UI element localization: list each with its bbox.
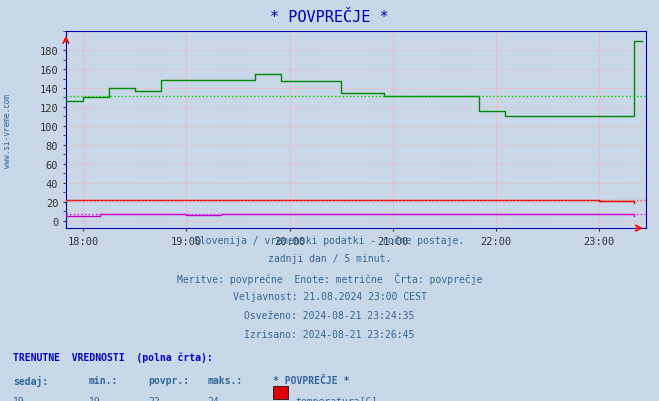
Text: 19: 19: [13, 396, 25, 401]
Text: temperatura[C]: temperatura[C]: [296, 396, 378, 401]
Text: Osveženo: 2024-08-21 23:24:35: Osveženo: 2024-08-21 23:24:35: [244, 310, 415, 320]
Text: www.si-vreme.com: www.si-vreme.com: [3, 93, 13, 167]
Text: povpr.:: povpr.:: [148, 375, 189, 385]
Text: * POVPREČJE *: * POVPREČJE *: [270, 10, 389, 25]
Text: Izrisano: 2024-08-21 23:26:45: Izrisano: 2024-08-21 23:26:45: [244, 329, 415, 339]
Text: * POVPREČJE *: * POVPREČJE *: [273, 375, 350, 385]
Text: Veljavnost: 21.08.2024 23:00 CEST: Veljavnost: 21.08.2024 23:00 CEST: [233, 291, 426, 301]
Text: 22: 22: [148, 396, 160, 401]
Text: Meritve: povprečne  Enote: metrične  Črta: povprečje: Meritve: povprečne Enote: metrične Črta:…: [177, 272, 482, 284]
Text: maks.:: maks.:: [208, 375, 243, 385]
Text: zadnji dan / 5 minut.: zadnji dan / 5 minut.: [268, 253, 391, 263]
Text: Slovenija / vremenski podatki - ročne postaje.: Slovenija / vremenski podatki - ročne po…: [194, 235, 465, 245]
Text: 24: 24: [208, 396, 219, 401]
Text: min.:: min.:: [89, 375, 119, 385]
Text: 19: 19: [89, 396, 101, 401]
Text: TRENUTNE  VREDNOSTI  (polna črta):: TRENUTNE VREDNOSTI (polna črta):: [13, 352, 213, 362]
Text: sedaj:: sedaj:: [13, 375, 48, 386]
